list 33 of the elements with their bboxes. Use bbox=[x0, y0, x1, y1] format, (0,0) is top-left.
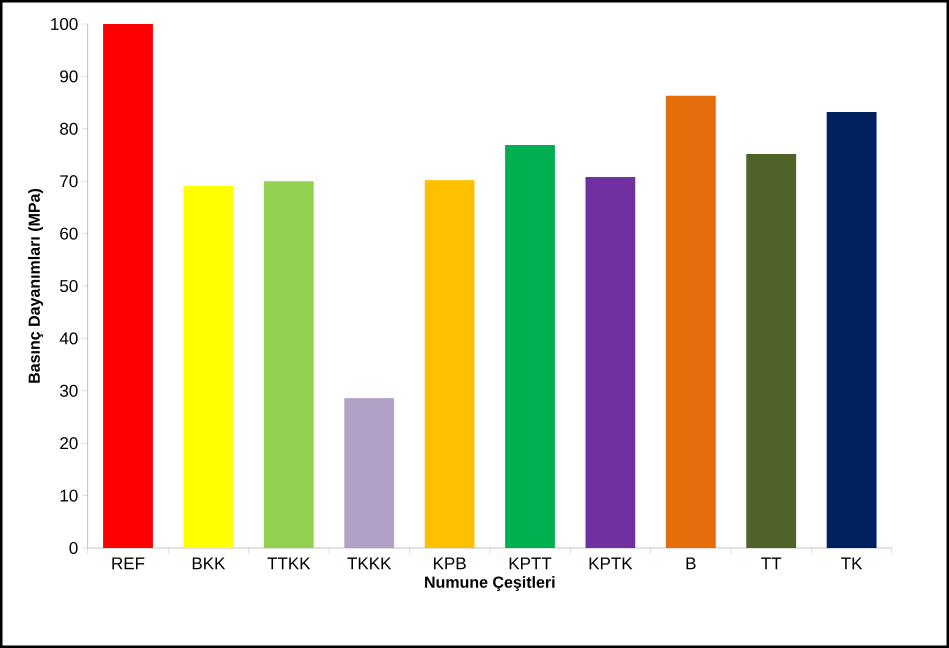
bar bbox=[424, 180, 475, 548]
x-tick-label: REF bbox=[112, 558, 144, 570]
x-tick-label: TKKK bbox=[347, 558, 392, 570]
y-tick-label: 90 bbox=[60, 70, 78, 82]
bar bbox=[103, 24, 153, 548]
y-tick-label: 0 bbox=[69, 542, 78, 554]
x-tick-label: TTKK bbox=[267, 558, 310, 570]
x-axis-title: Numune Çeşitleri bbox=[425, 576, 554, 592]
bar bbox=[585, 177, 636, 548]
y-tick-label: 60 bbox=[60, 228, 78, 240]
bar bbox=[183, 186, 234, 548]
bar bbox=[666, 96, 716, 548]
x-tick-label: B bbox=[686, 558, 696, 570]
y-tick-label: 30 bbox=[60, 384, 78, 397]
y-tick-label: 70 bbox=[60, 175, 78, 188]
bar bbox=[826, 112, 877, 548]
y-tick-label: 80 bbox=[60, 122, 78, 135]
x-tick-label: KPTT bbox=[510, 558, 552, 570]
y-tick-label: 50 bbox=[60, 280, 78, 292]
y-tick-label: 40 bbox=[60, 332, 78, 344]
x-tick-label: TK bbox=[841, 558, 862, 570]
x-tick-label: KPTK bbox=[590, 558, 632, 570]
y-axis-title: Basınç Dayanımları (MPa) bbox=[28, 189, 44, 383]
bar bbox=[264, 181, 314, 548]
bar bbox=[505, 145, 555, 548]
x-tick-label: BKK bbox=[192, 558, 226, 570]
x-tick-label: TT bbox=[761, 558, 782, 570]
x-tick-label: KPB bbox=[434, 558, 466, 570]
bar bbox=[344, 398, 394, 548]
y-tick-label: 100 bbox=[51, 18, 78, 30]
y-tick-label: 10 bbox=[60, 490, 78, 502]
bar bbox=[746, 154, 796, 548]
y-tick-label: 20 bbox=[60, 437, 78, 450]
